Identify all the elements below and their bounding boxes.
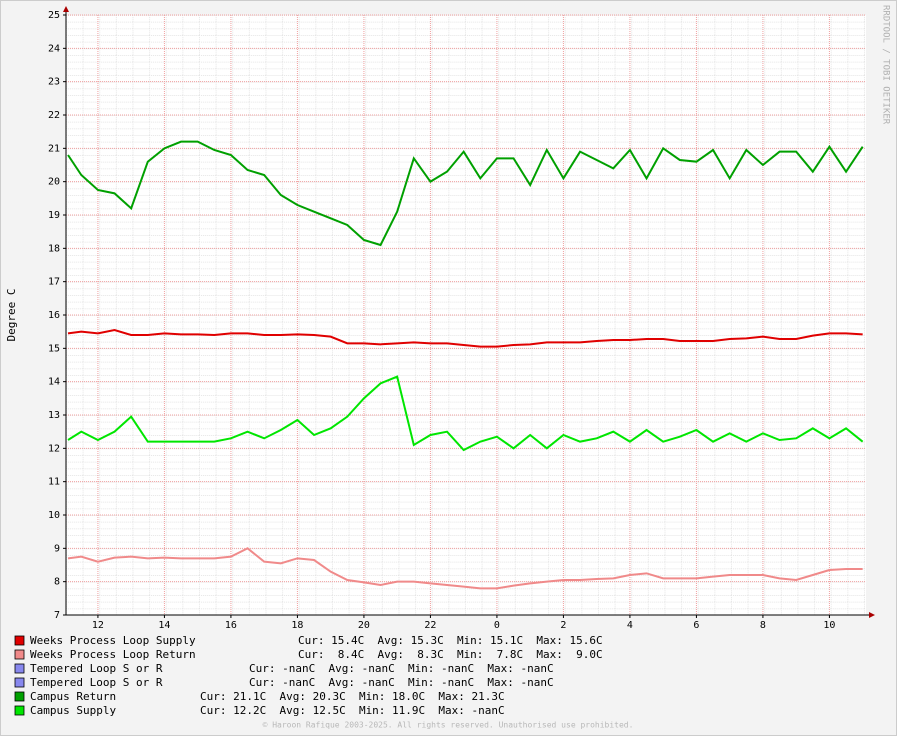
- x-tick-label: 22: [424, 620, 436, 631]
- legend-stats: Cur: -nanC Avg: -nanC Min: -nanC Max: -n…: [249, 676, 554, 689]
- x-tick-label: 4: [627, 620, 633, 631]
- legend-label: Weeks Process Loop Return: [30, 648, 196, 661]
- x-tick-label: 8: [760, 620, 766, 631]
- legend: Weeks Process Loop Supply Cur: 15.4C Avg:…: [14, 634, 603, 717]
- legend-swatch: [14, 705, 25, 716]
- legend-swatch: [14, 663, 25, 674]
- x-arrow: [869, 612, 875, 618]
- y-tick-label: 13: [48, 410, 60, 421]
- legend-swatch: [14, 691, 25, 702]
- legend-stats: Cur: 21.1C Avg: 20.3C Min: 18.0C Max: 21…: [200, 690, 505, 703]
- y-tick-label: 9: [54, 543, 60, 554]
- series-line: [67, 140, 864, 247]
- y-tick-label: 19: [48, 210, 60, 221]
- legend-swatch: [14, 649, 25, 660]
- y-tick-label: 11: [48, 477, 60, 488]
- y-tick-label: 14: [48, 377, 60, 388]
- y-arrow: [63, 6, 69, 12]
- legend-stats: Cur: 8.4C Avg: 8.3C Min: 7.8C Max: 9.0C: [298, 648, 603, 661]
- y-tick-label: 17: [48, 277, 60, 288]
- legend-stats: Cur: -nanC Avg: -nanC Min: -nanC Max: -n…: [249, 662, 554, 675]
- y-tick-label: 16: [48, 310, 60, 321]
- lines: [67, 140, 864, 590]
- y-tick-label: 22: [48, 110, 60, 121]
- series-line: [67, 328, 863, 348]
- y-tick-label: 7: [54, 610, 60, 621]
- legend-label: Weeks Process Loop Supply: [30, 634, 196, 647]
- x-tick-label: 14: [158, 620, 170, 631]
- legend-stats: Cur: 15.4C Avg: 15.3C Min: 15.1C Max: 15…: [298, 634, 603, 647]
- legend-label: Campus Return: [30, 690, 116, 703]
- legend-stats: Cur: 12.2C Avg: 12.5C Min: 11.9C Max: -n…: [200, 704, 505, 717]
- y-tick-label: 10: [48, 510, 60, 521]
- y-axis-label: Degree C: [5, 289, 18, 342]
- y-tick-label: 24: [48, 43, 60, 54]
- x-tick-label: 16: [225, 620, 237, 631]
- y-tick-label: 23: [48, 77, 60, 88]
- legend-swatch: [14, 635, 25, 646]
- legend-label: Tempered Loop S or R: [30, 676, 163, 689]
- series-line: [67, 547, 863, 590]
- x-tick-label: 20: [358, 620, 370, 631]
- legend-label: Campus Supply: [30, 704, 116, 717]
- watermark: RRDTOOL / TOBI OETIKER: [881, 5, 891, 125]
- x-tick-label: 2: [560, 620, 566, 631]
- y-tick-label: 20: [48, 177, 60, 188]
- series-line: [67, 375, 864, 452]
- legend-label: Tempered Loop S or R: [30, 662, 163, 675]
- x-tick-label: 10: [823, 620, 835, 631]
- y-tick-label: 18: [48, 243, 60, 254]
- x-tick-label: 18: [291, 620, 303, 631]
- y-tick-label: 12: [48, 443, 60, 454]
- footer: © Haroon Rafique 2003-2025. All rights r…: [263, 721, 634, 730]
- legend-swatch: [14, 677, 25, 688]
- y-tick-label: 8: [54, 577, 60, 588]
- x-tick-label: 0: [494, 620, 500, 631]
- y-tick-label: 21: [48, 143, 60, 154]
- x-tick-label: 12: [92, 620, 104, 631]
- y-tick-label: 25: [48, 10, 60, 21]
- x-tick-label: 6: [693, 620, 699, 631]
- y-tick-label: 15: [48, 343, 60, 354]
